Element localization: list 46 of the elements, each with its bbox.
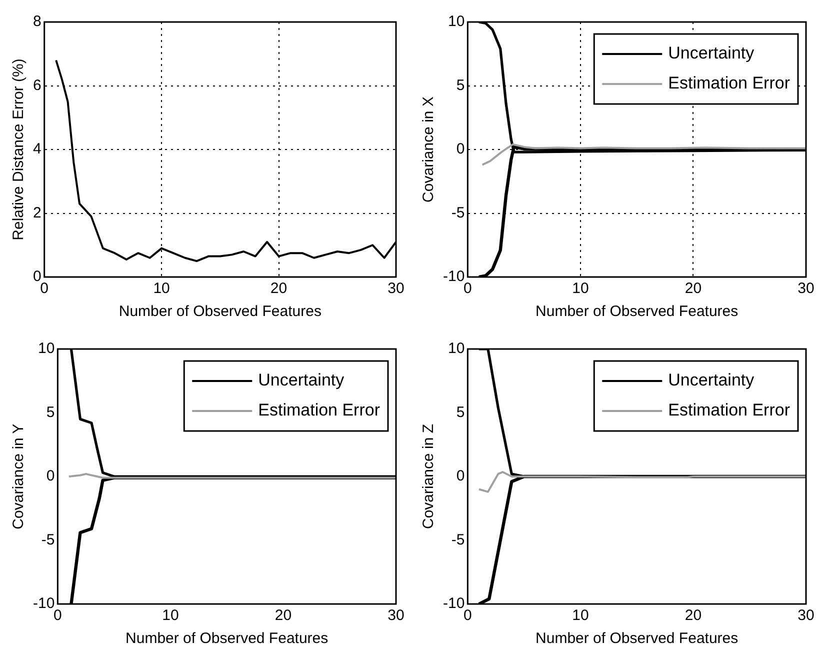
- y-tick-label: 8: [33, 13, 42, 30]
- y-tick-label: -10: [442, 268, 465, 286]
- y-axis-title: Covariance in Y: [10, 424, 28, 530]
- y-axis-title: Covariance in X: [420, 96, 438, 202]
- legend-label: Estimation Error: [668, 400, 790, 420]
- y-tick-label: 4: [33, 140, 42, 158]
- y-axis-title: Covariance in Z: [420, 424, 438, 530]
- x-axis-title: Number of Observed Features: [536, 303, 738, 320]
- legend-label: Uncertainty: [668, 44, 755, 63]
- y-tick-label: -5: [451, 531, 465, 548]
- y-tick-label: 5: [456, 76, 465, 94]
- x-tick-label: 30: [388, 607, 404, 624]
- legend-label: Estimation Error: [258, 400, 380, 420]
- x-tick-label: 20: [684, 607, 702, 624]
- y-axis-title: Relative Distance Error (%): [10, 58, 28, 240]
- y-tick-label: 0: [456, 468, 465, 485]
- x-tick-label: 30: [388, 280, 404, 298]
- y-tick-label: 10: [38, 340, 55, 358]
- y-tick-label: 0: [456, 140, 465, 158]
- x-tick-label: 10: [162, 607, 179, 624]
- y-tick-label: 0: [46, 468, 55, 485]
- x-tick-label: 20: [270, 280, 288, 298]
- y-tick-label: 5: [456, 404, 465, 421]
- y-tick-label: 5: [46, 404, 55, 421]
- x-tick-label: 30: [798, 280, 814, 298]
- y-tick-label: -10: [32, 595, 55, 612]
- y-tick-label: 2: [33, 204, 42, 222]
- y-tick-label: -5: [41, 531, 55, 548]
- y-tick-label: 6: [33, 76, 42, 94]
- x-tick-label: 20: [684, 280, 702, 298]
- y-tick-label: -5: [451, 204, 465, 222]
- legend-label: Uncertainty: [258, 370, 345, 390]
- x-axis-title: Number of Observed Features: [536, 630, 738, 648]
- x-tick-label: 10: [572, 607, 589, 624]
- x-tick-label: 10: [153, 280, 170, 298]
- y-tick-label: 0: [33, 268, 42, 286]
- y-tick-label: -10: [442, 595, 465, 612]
- x-axis-title: Number of Observed Features: [118, 303, 322, 320]
- legend-label: Estimation Error: [668, 74, 790, 93]
- y-tick-label: 10: [448, 13, 465, 30]
- y-tick-label: 10: [448, 340, 465, 358]
- x-tick-label: 20: [274, 607, 292, 624]
- legend-label: Uncertainty: [668, 370, 755, 390]
- x-axis-title: Number of Observed Features: [126, 630, 328, 648]
- x-tick-label: 10: [572, 280, 589, 298]
- x-tick-label: 30: [798, 607, 814, 624]
